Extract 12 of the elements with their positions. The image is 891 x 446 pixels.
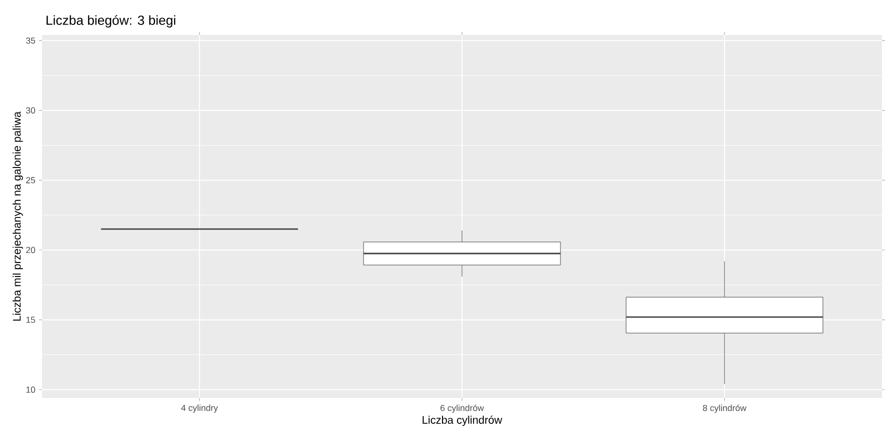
y-tick-label: 15	[26, 316, 36, 323]
chart-title: Liczba biegów: 3 biegi	[46, 15, 176, 28]
x-tick-label: 4 cylindry	[181, 404, 218, 413]
x-tick-label: 6 cylindrów	[440, 404, 484, 413]
x-axis-title: Liczba cylindrów	[422, 416, 502, 426]
y-tick-label: 30	[26, 107, 36, 114]
y-axis-title: Liczba mil przejechanych na galonie paliwa	[12, 111, 23, 321]
y-tick-label: 25	[26, 177, 36, 184]
y-tick-label: 10	[26, 386, 36, 393]
x-tick-label: 8 cylindrów	[702, 404, 746, 413]
y-tick-label: 35	[26, 37, 36, 44]
y-tick-label: 20	[26, 246, 36, 254]
